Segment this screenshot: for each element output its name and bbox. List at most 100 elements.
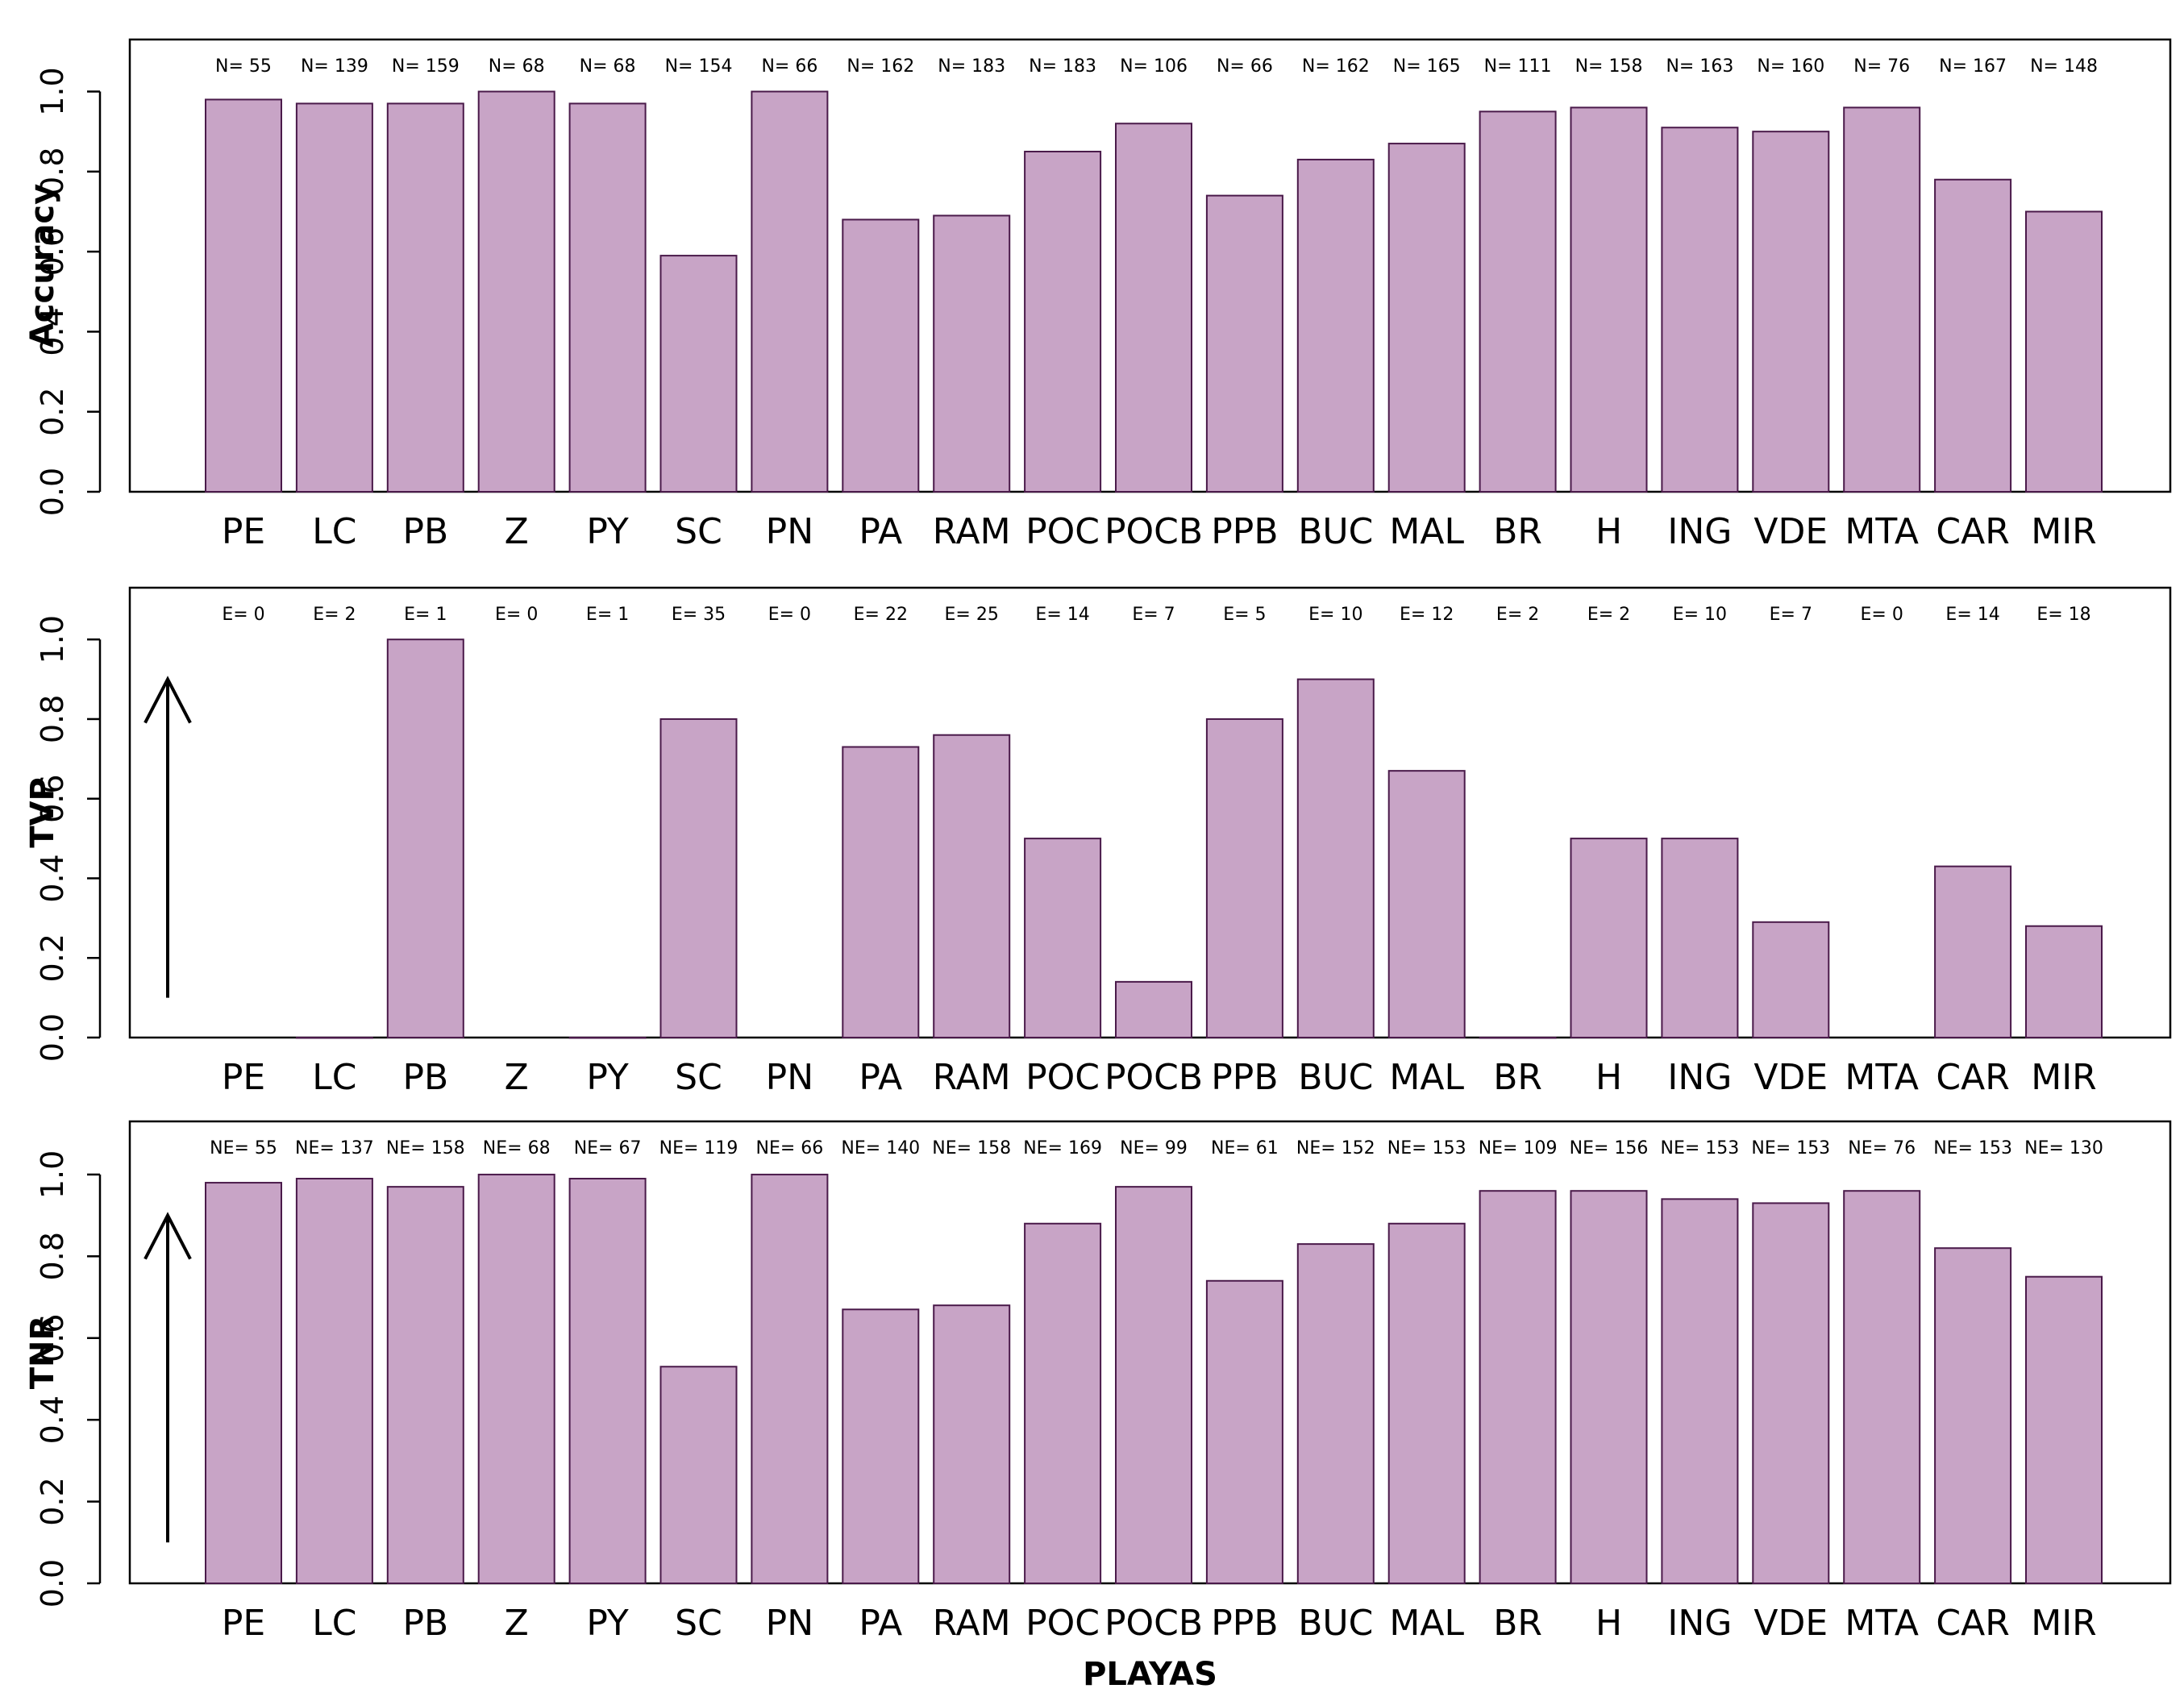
bar-annotation: N= 165	[1393, 56, 1461, 77]
bar-annotation: N= 183	[938, 56, 1005, 77]
bar-annotation: E= 14	[1945, 605, 1999, 625]
bar-mir	[2025, 925, 2103, 1038]
x-tick-label: VDE	[1753, 1057, 1828, 1098]
bar-annotation: NE= 61	[1211, 1138, 1279, 1158]
x-axis-title: PLAYAS	[1083, 1656, 1217, 1693]
x-tick-label: ING	[1667, 511, 1732, 552]
x-tick-label: MAL	[1389, 511, 1464, 552]
x-tick-label: BUC	[1298, 1603, 1373, 1644]
bar-pb	[386, 638, 464, 1038]
y-tick-label: 0.4	[35, 854, 70, 902]
x-tick-label: LC	[312, 511, 356, 552]
bar-vde	[1752, 921, 1830, 1039]
bar-annotation: NE= 158	[932, 1138, 1011, 1158]
bar-annotation: N= 160	[1757, 56, 1824, 77]
bar-mal	[1387, 143, 1466, 493]
x-tick-label: POCB	[1104, 1057, 1203, 1098]
x-tick-label: PPB	[1211, 511, 1278, 552]
x-tick-label: POCB	[1104, 511, 1203, 552]
bar-py	[568, 1177, 647, 1585]
bar-pocb	[1115, 1186, 1192, 1584]
panel-tvp: 0.0 0.2 0.4 0.6 0.8 1.0 TVP E= 0 PE E= 2 LC E= 1 PB E…	[24, 586, 2172, 1098]
bar-annotation: N= 154	[665, 56, 733, 77]
bar-annotation: E= 22	[854, 605, 908, 625]
bar-annotation: NE= 99	[1120, 1138, 1188, 1158]
x-tick-label: H	[1595, 1057, 1622, 1098]
x-tick-label: CAR	[1936, 1057, 2009, 1098]
bar-z	[477, 1173, 555, 1585]
bar-annotation: NE= 68	[483, 1138, 551, 1158]
bar-annotation: NE= 76	[1848, 1138, 1916, 1158]
bar-annotation: NE= 169	[1023, 1138, 1102, 1158]
x-tick-label: SC	[675, 1603, 722, 1644]
bar-lc	[295, 1177, 373, 1585]
bar-br	[1479, 110, 1557, 493]
bar-sc	[659, 255, 738, 493]
y-tick-label: 0.0	[35, 1013, 70, 1062]
bar-annotation: NE= 153	[1661, 1138, 1740, 1158]
bar-pocb	[1115, 123, 1192, 493]
y-tick-label: 1.0	[35, 1150, 70, 1199]
x-tick-label: VDE	[1753, 1603, 1828, 1644]
bar-ing	[1661, 1198, 1739, 1584]
bar-annotation: E= 0	[495, 605, 538, 625]
bar-annotation: E= 1	[404, 605, 447, 625]
bar-annotation: N= 68	[489, 56, 545, 77]
x-tick-label: SC	[675, 511, 722, 552]
bar-annotation: NE= 153	[1387, 1138, 1466, 1158]
y-tick-label: 0.4	[35, 307, 70, 356]
bar-annotation: N= 162	[847, 56, 914, 77]
bar-buc	[1296, 1243, 1375, 1584]
x-tick-label: POC	[1025, 1603, 1100, 1644]
bar-pn	[751, 1173, 829, 1585]
x-tick-label: PA	[859, 511, 902, 552]
bar-annotation: E= 2	[1587, 605, 1630, 625]
bar-annotation: N= 148	[2030, 56, 2098, 77]
bar-annotation: NE= 119	[659, 1138, 738, 1158]
y-axis-title: TVP	[24, 777, 61, 848]
x-tick-label: MAL	[1389, 1603, 1464, 1644]
bar-py	[568, 102, 647, 493]
x-tick-label: RAM	[933, 1057, 1011, 1098]
bar-annotation: N= 167	[1939, 56, 2007, 77]
x-tick-label: MIR	[2031, 511, 2097, 552]
bar-pa	[842, 218, 920, 493]
x-tick-label: H	[1595, 511, 1622, 552]
bar-annotation: N= 183	[1029, 56, 1096, 77]
bar-h	[1570, 838, 1648, 1038]
x-tick-label: BR	[1493, 1057, 1542, 1098]
x-tick-label: PB	[402, 511, 448, 552]
x-tick-label: LC	[312, 1603, 356, 1644]
x-tick-label: CAR	[1936, 1603, 2009, 1644]
x-tick-label: PA	[859, 1057, 902, 1098]
bar-buc	[1296, 678, 1375, 1038]
bar-ppb	[1205, 717, 1283, 1038]
bar-annotation: NE= 55	[210, 1138, 277, 1158]
y-tick-label: 0.0	[35, 468, 70, 516]
bar-annotation: NE= 153	[1751, 1138, 1830, 1158]
bar-h	[1570, 1190, 1648, 1584]
bar-poc	[1024, 1222, 1102, 1584]
bar-mal	[1387, 1222, 1466, 1584]
bar-mal	[1387, 770, 1466, 1038]
y-tick-label: 0.4	[35, 1395, 70, 1444]
bar-annotation: NE= 66	[756, 1138, 824, 1158]
bar-mta	[1843, 106, 1921, 493]
x-tick-label: PB	[402, 1603, 448, 1644]
x-tick-label: BUC	[1298, 1057, 1373, 1098]
bar-car	[1934, 1247, 2012, 1584]
y-tick-label: 0.8	[35, 695, 70, 743]
x-tick-label: LC	[312, 1057, 356, 1098]
bar-annotation: E= 1	[586, 605, 629, 625]
y-tick-label: 0.6	[35, 1314, 70, 1362]
bar-annotation: E= 25	[945, 605, 999, 625]
bar-annotation: N= 66	[761, 56, 817, 77]
bar-annotation: N= 159	[392, 56, 460, 77]
y-tick-label: 0.0	[35, 1559, 70, 1608]
x-tick-label: MTA	[1845, 511, 1919, 552]
x-tick-label: PE	[222, 1603, 265, 1644]
x-tick-label: POCB	[1104, 1603, 1203, 1644]
bar-annotation: N= 106	[1120, 56, 1188, 77]
x-tick-label: BR	[1493, 1603, 1542, 1644]
bar-annotation: N= 163	[1666, 56, 1733, 77]
